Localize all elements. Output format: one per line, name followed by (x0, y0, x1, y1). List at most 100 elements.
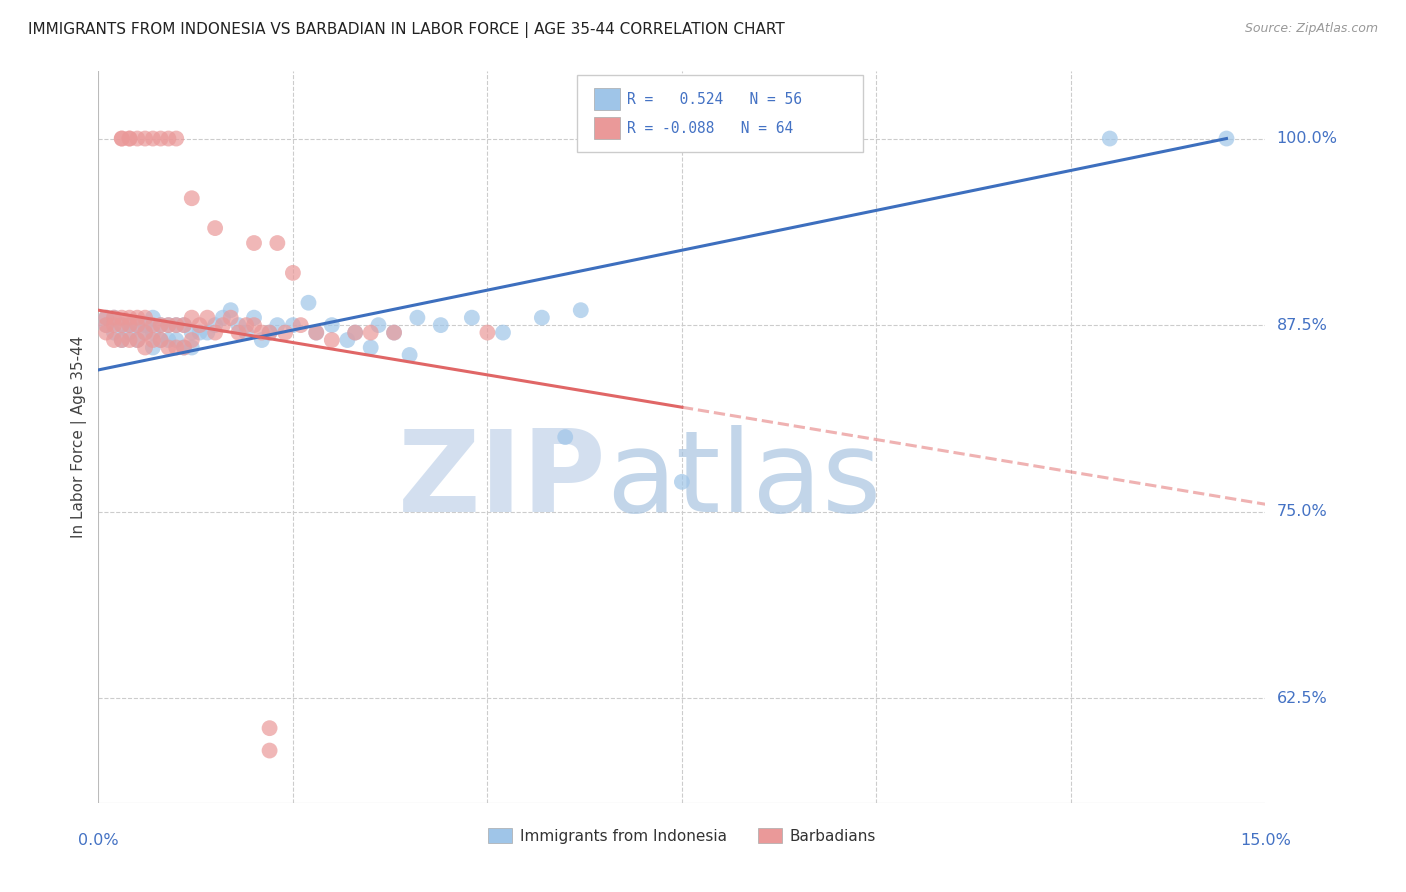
Point (188, 326, 211, 340)
Point (134, 310, 156, 325)
Point (157, 318, 180, 332)
Point (204, 326, 226, 340)
Point (180, 341, 202, 355)
Point (149, 333, 172, 347)
Point (321, 333, 343, 347)
Text: 75.0%: 75.0% (1277, 504, 1327, 519)
Text: 0.0%: 0.0% (79, 833, 118, 848)
Point (165, 341, 187, 355)
Point (554, 430, 576, 444)
Point (111, 131, 134, 145)
Point (1098, 131, 1121, 145)
Point (266, 318, 288, 332)
Point (149, 131, 172, 145)
Point (103, 333, 125, 347)
Point (274, 326, 297, 340)
Point (142, 341, 165, 355)
Point (103, 326, 125, 340)
Text: Source: ZipAtlas.com: Source: ZipAtlas.com (1244, 22, 1378, 36)
Point (96, 310, 118, 325)
Point (127, 310, 149, 325)
Bar (595, 88, 620, 110)
Point (297, 295, 319, 310)
Text: R = -0.088   N = 64: R = -0.088 N = 64 (627, 121, 793, 136)
Point (142, 326, 165, 340)
Point (398, 348, 420, 362)
Point (134, 318, 156, 332)
Point (165, 318, 187, 332)
Point (165, 333, 187, 347)
Point (118, 310, 141, 325)
Point (336, 333, 359, 347)
Y-axis label: In Labor Force | Age 35-44: In Labor Force | Age 35-44 (72, 336, 87, 538)
Point (149, 318, 172, 332)
Point (195, 310, 218, 325)
Point (219, 310, 242, 325)
Point (406, 310, 429, 325)
Point (219, 303, 242, 318)
Point (382, 326, 405, 340)
Text: R =   0.524   N = 56: R = 0.524 N = 56 (627, 92, 801, 107)
Point (165, 318, 187, 332)
Point (142, 310, 165, 325)
Point (96, 318, 118, 332)
Point (134, 326, 156, 340)
Point (180, 191, 202, 205)
Point (127, 318, 149, 332)
Point (243, 318, 266, 332)
Point (134, 131, 156, 145)
Point (569, 303, 592, 318)
Point (149, 333, 172, 347)
Point (118, 326, 141, 340)
Point (111, 318, 134, 332)
Text: 87.5%: 87.5% (1277, 318, 1327, 333)
Point (165, 131, 187, 145)
Point (157, 333, 180, 347)
Point (259, 721, 281, 735)
Point (290, 318, 312, 332)
Point (180, 310, 202, 325)
Point (250, 326, 273, 340)
Point (127, 333, 149, 347)
Point (195, 326, 218, 340)
Point (173, 318, 195, 332)
Point (235, 318, 257, 332)
Point (173, 318, 195, 332)
Point (429, 318, 451, 332)
Point (157, 341, 180, 355)
Point (461, 310, 484, 325)
Point (477, 326, 499, 340)
Point (228, 326, 250, 340)
Text: atlas: atlas (606, 425, 882, 536)
Point (204, 318, 226, 332)
Point (127, 318, 149, 332)
Point (305, 326, 328, 340)
Point (212, 310, 235, 325)
Point (281, 318, 304, 332)
Text: 15.0%: 15.0% (1240, 833, 1291, 848)
Point (157, 318, 180, 332)
Point (321, 318, 343, 332)
Point (360, 326, 382, 340)
Point (344, 326, 367, 340)
Point (118, 131, 141, 145)
Point (360, 341, 382, 355)
Point (103, 318, 125, 332)
Point (127, 333, 149, 347)
Text: IMMIGRANTS FROM INDONESIA VS BARBADIAN IN LABOR FORCE | AGE 35-44 CORRELATION CH: IMMIGRANTS FROM INDONESIA VS BARBADIAN I… (28, 22, 785, 38)
Point (281, 266, 304, 280)
Point (134, 341, 156, 355)
Point (212, 318, 235, 332)
Point (142, 318, 165, 332)
Point (382, 326, 405, 340)
Point (157, 131, 180, 145)
FancyBboxPatch shape (576, 75, 863, 152)
Point (259, 326, 281, 340)
Point (367, 318, 389, 332)
Point (134, 326, 156, 340)
Point (111, 310, 134, 325)
Point (243, 310, 266, 325)
Point (180, 333, 202, 347)
Point (259, 326, 281, 340)
Point (96, 318, 118, 332)
